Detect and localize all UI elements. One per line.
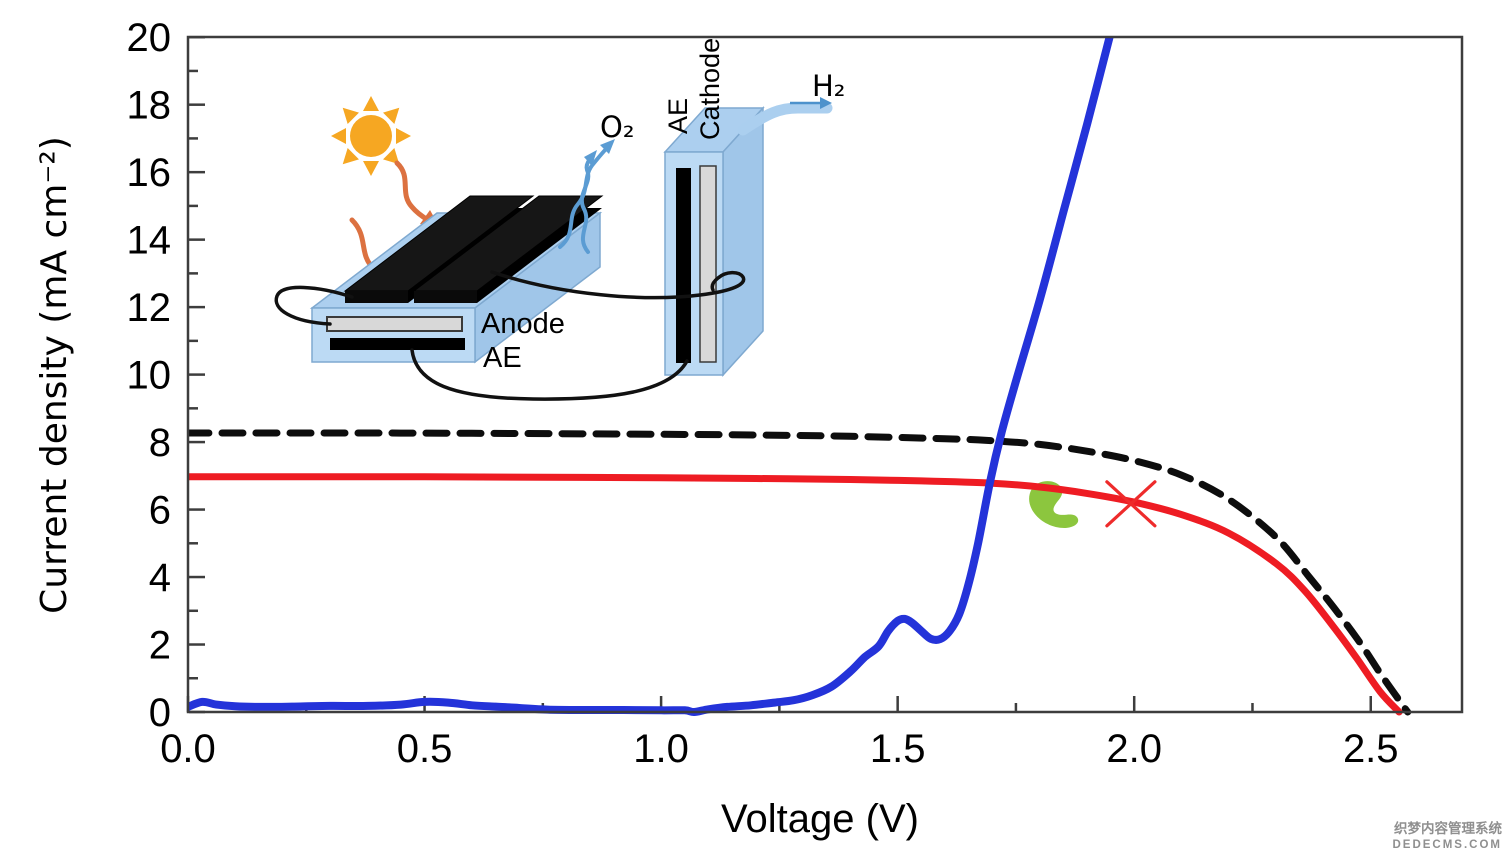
o2-label: O₂ (600, 110, 634, 144)
pv-strip-1-end (345, 291, 408, 303)
sun-icon (331, 96, 411, 176)
y-tick-label: 14 (127, 219, 172, 263)
x-tick-label: 0.0 (160, 727, 216, 771)
y-tick-label: 16 (127, 151, 172, 195)
series-group (188, 37, 1412, 717)
sunlight-arrow-1 (394, 160, 431, 223)
electrolyser-ae-bar (676, 168, 691, 363)
wire-anode-loop (274, 285, 354, 326)
anode-ae-bar (330, 338, 465, 350)
anode-bar (326, 316, 463, 332)
wire-ae-to-ae (410, 348, 689, 401)
wires (274, 270, 746, 401)
o2-arrows (558, 139, 615, 254)
watermark: 织梦内容管理系统 DEDECMS.COM (1392, 821, 1502, 852)
watermark-line-2: DEDECMS.COM (1392, 838, 1502, 851)
pv-strips (343, 195, 604, 303)
h2-label: H₂ (812, 69, 845, 103)
x-tick-label: 1.0 (633, 727, 689, 771)
cathode-bar (699, 165, 717, 363)
y-tick-label: 6 (149, 489, 171, 533)
h2-arrowhead (820, 97, 832, 109)
pv-jv-dashed-curve (188, 429, 1412, 716)
x-tick-label: 0.5 (397, 727, 453, 771)
y-tick-label: 8 (149, 421, 171, 465)
plot-frame (186, 35, 1464, 714)
anode-ae-label: AE (483, 342, 522, 374)
wire-pv-to-cathode (490, 270, 746, 300)
sun-rays (331, 96, 411, 176)
pv-strip-2-end (414, 291, 477, 303)
y-tick-label: 12 (127, 286, 172, 330)
x-tick-label: 2.5 (1343, 727, 1399, 771)
red-x-marker (1105, 480, 1157, 528)
y-axis-title: Current density (mA cm⁻²) (34, 136, 75, 614)
tick-labels: 0.0 0.5 1.0 1.5 2.0 2.5 0 2 4 6 8 10 12 14 16 18 20 (127, 16, 1399, 771)
green-blob-annotation (1029, 481, 1079, 529)
x-tick-label: 1.5 (870, 727, 926, 771)
y-tick-label: 4 (149, 556, 171, 600)
o2-arrowhead-2 (584, 150, 597, 166)
electrolyser-side-face (722, 106, 764, 377)
axes: 0.0 0.5 1.0 1.5 2.0 2.5 0 2 4 6 8 10 12 14 16 18 20 Volt… (34, 16, 1399, 841)
anode-label: Anode (481, 308, 565, 340)
y-tick-label: 10 (127, 354, 172, 398)
red-x-stroke-2 (1105, 480, 1157, 528)
cathode-label: Cathode (695, 38, 725, 140)
watermark-line-1: 织梦内容管理系统 (1394, 820, 1502, 836)
x-axis-title: Voltage (V) (721, 797, 919, 841)
electrolyser-ae-label: AE (663, 98, 693, 134)
h2-tube (737, 102, 833, 136)
y-tick-label: 2 (149, 624, 171, 668)
y-tick-label: 0 (149, 691, 171, 735)
electrolyser-curve (188, 37, 1114, 717)
sun-core (350, 115, 392, 157)
y-tick-label: 20 (127, 16, 172, 60)
o2-arrowhead-1 (600, 139, 615, 154)
pv-jv-red-curve (188, 473, 1403, 716)
inset-diagram: Anode AE O₂ AE Cathode H₂ (274, 38, 845, 401)
o2-wave-2 (579, 157, 592, 254)
green-blob-shape (1029, 481, 1079, 529)
x-tick-label: 2.0 (1106, 727, 1162, 771)
y-tick-label: 18 (127, 84, 172, 128)
